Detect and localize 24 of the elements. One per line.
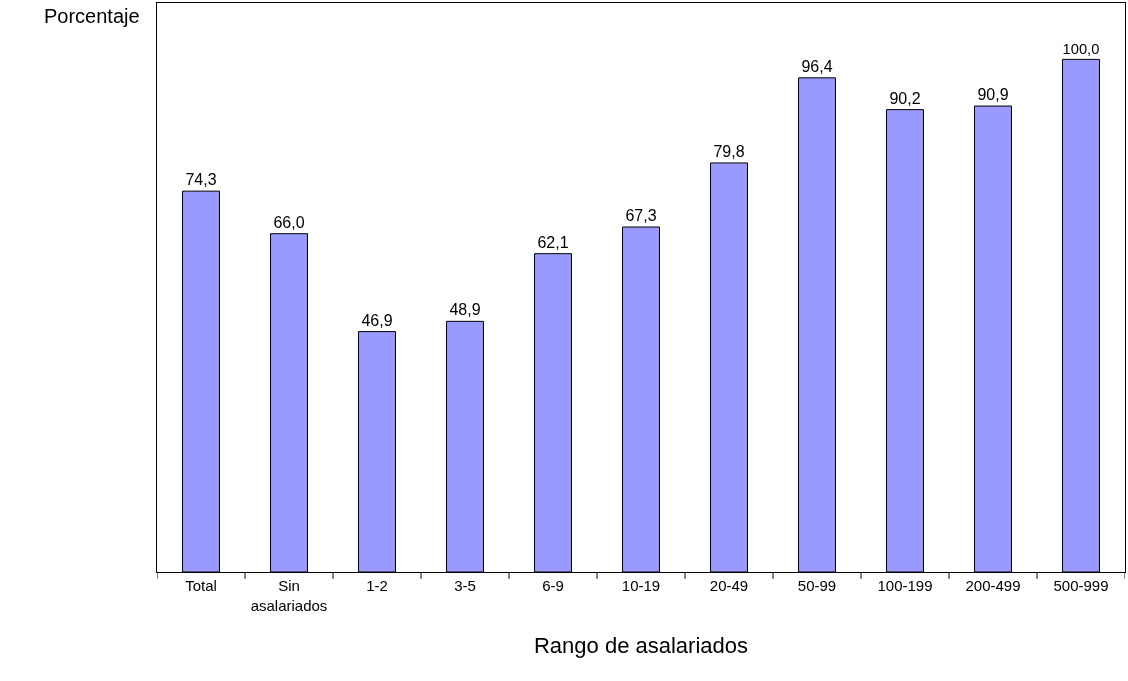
- data-label: 46,9: [361, 311, 393, 329]
- data-label: 66,0: [273, 213, 305, 231]
- data-label: 96,4: [801, 57, 833, 75]
- data-label: 62,1: [537, 233, 569, 251]
- data-label: 48,9: [449, 301, 481, 319]
- data-label: 90,9: [977, 86, 1009, 104]
- x-axis-title: Rango de asalariados: [533, 633, 749, 659]
- x-tick-label: 100-199: [877, 577, 933, 594]
- data-label: 74,3: [185, 171, 217, 189]
- y-axis-title: Porcentaje: [44, 5, 140, 27]
- x-tick-label: 500-999: [1053, 577, 1109, 594]
- data-label: 79,8: [713, 142, 745, 160]
- data-label: 100,0: [1062, 40, 1100, 57]
- x-tick-label: 10-19: [621, 577, 661, 594]
- x-tick-label: Total: [185, 577, 217, 594]
- x-tick-label: Sin asalariados: [250, 577, 328, 614]
- data-label: 90,2: [889, 89, 921, 107]
- x-tick-label: 50-99: [797, 577, 837, 594]
- x-tick-label: 6-9: [542, 577, 564, 594]
- x-tick-label: 1-2: [366, 577, 388, 594]
- x-tick-label: 200-499: [965, 577, 1021, 594]
- x-tick-label: 3-5: [454, 577, 476, 594]
- data-label: 67,3: [625, 207, 657, 225]
- x-tick-label: 20-49: [709, 577, 749, 594]
